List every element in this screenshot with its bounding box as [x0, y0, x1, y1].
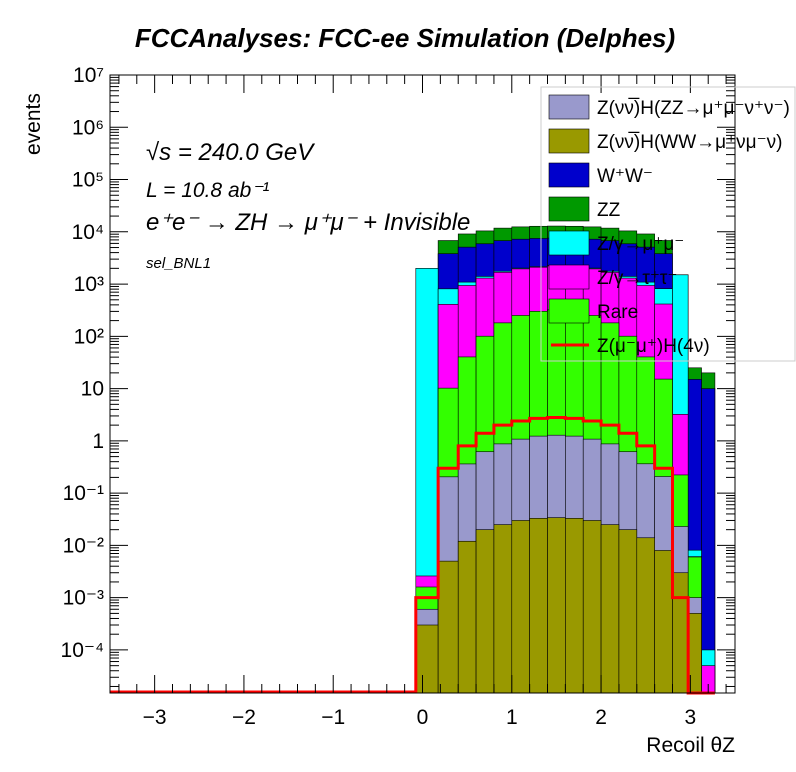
- legend-label: Z/γ→μ⁺μ⁻: [597, 234, 684, 255]
- bin-bar: [565, 518, 584, 694]
- bin-bar: [672, 572, 689, 694]
- bin-bar: [654, 550, 673, 694]
- y-tick-label: 10²: [74, 325, 104, 348]
- legend-label: Z(νν̅)H(ZZ→μ⁺μ⁻ν⁺ν⁻): [597, 98, 790, 119]
- y-tick-label: 10⁷: [73, 64, 104, 87]
- bin-bar: [475, 529, 495, 694]
- y-tick-label: 10: [81, 378, 104, 401]
- y-tick-label: 1: [92, 430, 104, 453]
- bin-bar: [582, 520, 602, 694]
- stacked-areas: [415, 225, 716, 694]
- x-axis-label: Recoil θZ: [646, 734, 735, 757]
- x-tick-label: 0: [417, 706, 429, 729]
- x-tick-label: 2: [595, 706, 607, 729]
- bin-bar: [636, 537, 655, 694]
- y-tick-label: 10⁻⁴: [61, 639, 104, 662]
- legend-swatch: [548, 94, 590, 120]
- legend-frame: [540, 86, 796, 362]
- signal-histogram: [110, 415, 715, 695]
- legend-swatch: [548, 162, 590, 188]
- legend-swatch: [548, 196, 590, 222]
- legend-label: Z(νν̅)H(WW→μ⁺νμ⁻ν): [597, 132, 782, 153]
- bin-bar: [511, 520, 530, 694]
- legend-label: Rare: [597, 302, 638, 323]
- legend: Z(νν̅)H(ZZ→μ⁺μ⁻ν⁺ν⁻) Z(νν̅)H(WW→μ⁺νμ⁻ν) W⁺…: [540, 86, 796, 362]
- y-tick-label: 10⁶: [72, 116, 104, 139]
- signal-line: [414, 415, 715, 695]
- legend-swatch: [548, 128, 590, 154]
- process-label: e⁺e⁻ → ZH → μ⁺μ⁻ + Invisible: [146, 209, 470, 236]
- legend-label: Z(μ⁻μ⁺)H(4ν): [597, 336, 710, 357]
- bin-bar: [547, 517, 566, 694]
- bin-bar: [529, 518, 548, 694]
- selection-label: sel_BNL1: [146, 255, 211, 272]
- y-tick-label: 10⁻¹: [63, 482, 104, 505]
- legend-label: ZZ: [597, 200, 621, 221]
- bin-bar: [600, 524, 620, 694]
- y-tick-label: 10³: [74, 273, 104, 296]
- axes: −3 −2 −1 0 1 2 3 10⁻⁴ 10⁻³ 10⁻² 10⁻¹ 1 10 10² 10³ 10⁴ 10…: [61, 64, 736, 729]
- sqrt-s-label: √s = 240.0 GeV: [146, 139, 315, 166]
- legend-swatch: [548, 298, 590, 324]
- bin-bar: [415, 624, 439, 694]
- bin-bar: [701, 388, 716, 694]
- x-tick-label: −1: [321, 706, 345, 729]
- y-tick-label: 10⁴: [72, 221, 104, 244]
- bin-bar: [437, 560, 459, 694]
- y-tick-label: 10⁵: [72, 169, 104, 192]
- x-tick-label: −2: [232, 706, 256, 729]
- y-tick-label: 10⁻³: [63, 587, 104, 610]
- legend-swatch: [548, 230, 590, 256]
- bin-bar: [457, 540, 477, 694]
- x-tick-label: 3: [685, 706, 697, 729]
- legend-swatch: [548, 264, 590, 290]
- y-axis-label: events: [22, 93, 45, 155]
- chart-title: FCCAnalyses: FCC-ee Simulation (Delphes): [135, 23, 675, 53]
- bin-bar: [618, 529, 638, 694]
- luminosity-label: L = 10.8 ab⁻¹: [146, 179, 269, 202]
- x-tick-label: 1: [506, 706, 518, 729]
- legend-label: W⁺W⁻: [597, 166, 653, 187]
- series-0: [415, 517, 702, 694]
- y-tick-label: 10⁻²: [63, 534, 104, 557]
- legend-label: Z/γ→τ⁺τ⁻: [597, 268, 677, 289]
- bin-bar: [493, 524, 513, 694]
- x-tick-label: −3: [143, 706, 167, 729]
